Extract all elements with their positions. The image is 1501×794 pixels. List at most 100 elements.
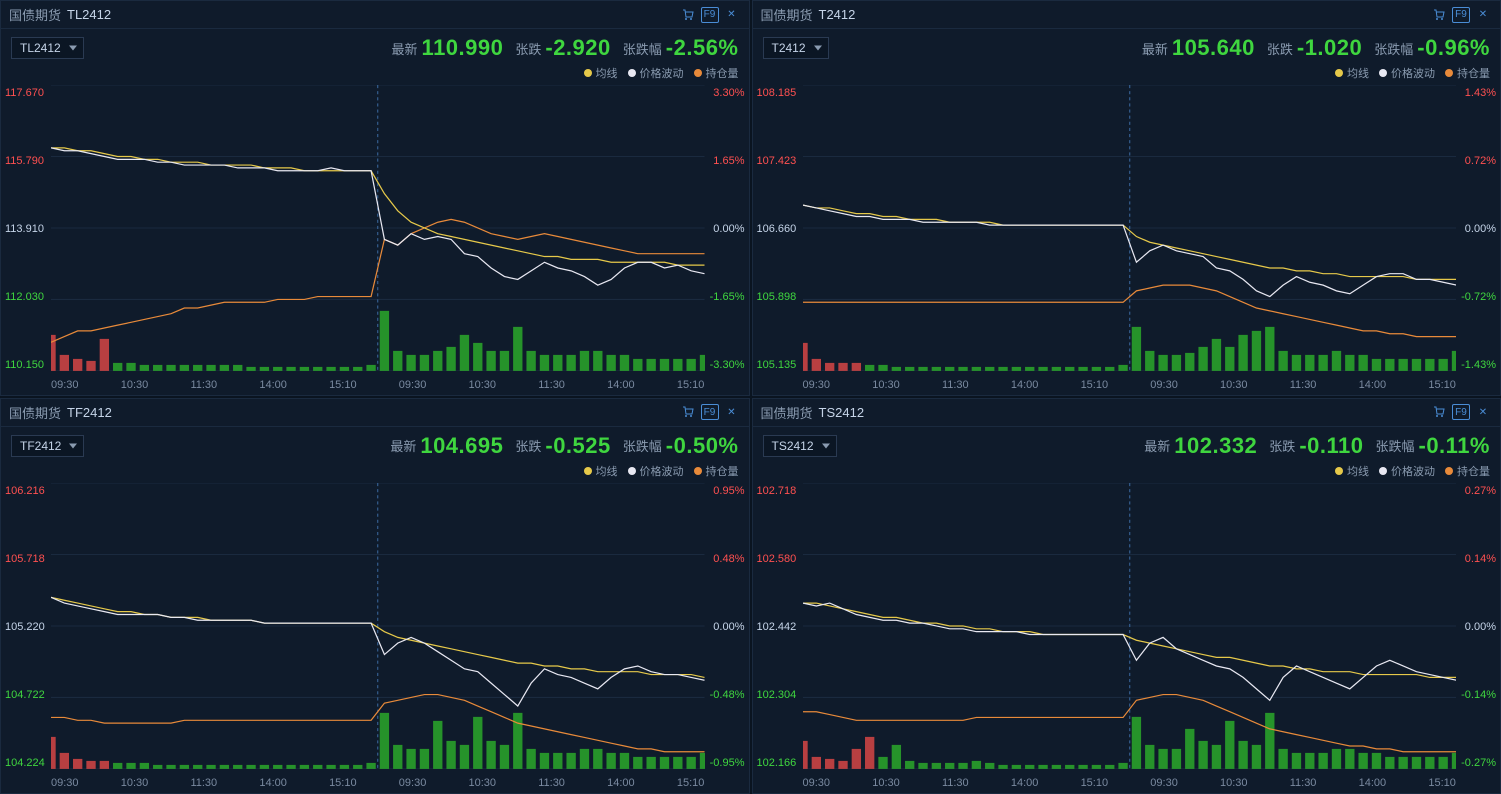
y-left-tick: 102.304 (757, 689, 801, 701)
shopping-icon[interactable] (679, 7, 697, 23)
y-left-tick: 104.224 (5, 757, 49, 769)
panel-header: 国债期货 TL2412 F9 ✕ (1, 1, 749, 29)
y-right-tick: -0.72% (1458, 291, 1496, 303)
close-icon[interactable]: ✕ (1474, 7, 1492, 23)
legend-item: 持仓量 (1445, 463, 1490, 479)
y-left-tick: 106.660 (757, 223, 801, 235)
shopping-icon[interactable] (1430, 7, 1448, 23)
x-tick: 15:10 (329, 777, 357, 789)
legend-item: 均线 (1335, 65, 1369, 81)
x-tick: 14:00 (1011, 777, 1039, 789)
y-left-tick: 112.030 (5, 291, 49, 303)
y-axis-left: 117.670115.790113.910112.030110.150 (5, 87, 49, 371)
legend-item: 持仓量 (1445, 65, 1490, 81)
panel-category: 国债期货 (761, 403, 813, 422)
label-change: 张跌 (1269, 436, 1295, 455)
x-tick: 14:00 (259, 777, 287, 789)
info-row: T2412 最新 105.640 张跌 -1.020 张跌幅 -0.96% (753, 29, 1501, 63)
x-axis: 09:3010:3011:3014:0015:1009:3010:3011:30… (51, 379, 705, 391)
chart-area[interactable]: 108.185107.423106.660105.898105.135 1.43… (753, 85, 1501, 395)
legend-item: 价格波动 (1379, 65, 1435, 81)
value-change: -2.920 (545, 35, 610, 61)
x-tick: 14:00 (607, 777, 635, 789)
y-right-tick: -0.95% (707, 757, 745, 769)
x-axis: 09:3010:3011:3014:0015:1009:3010:3011:30… (51, 777, 705, 789)
shopping-icon[interactable] (679, 404, 697, 420)
contract-dropdown[interactable]: T2412 (763, 37, 829, 59)
value-latest: 105.640 (1172, 35, 1255, 61)
chart-area[interactable]: 106.216105.718105.220104.722104.224 0.95… (1, 483, 749, 793)
legend-item: 价格波动 (1379, 463, 1435, 479)
y-left-tick: 102.166 (757, 757, 801, 769)
close-icon[interactable]: ✕ (723, 404, 741, 420)
x-tick: 09:30 (1150, 777, 1178, 789)
x-tick: 14:00 (1011, 379, 1039, 391)
y-left-tick: 104.722 (5, 689, 49, 701)
contract-dropdown[interactable]: TF2412 (11, 435, 84, 457)
value-latest: 102.332 (1174, 433, 1257, 459)
close-icon[interactable]: ✕ (1474, 404, 1492, 420)
x-axis: 09:3010:3011:3014:0015:1009:3010:3011:30… (803, 777, 1457, 789)
shopping-icon[interactable] (1430, 404, 1448, 420)
y-right-tick: 0.00% (1458, 223, 1496, 235)
label-latest: 最新 (392, 39, 418, 58)
y-right-tick: 1.43% (1458, 87, 1496, 99)
x-axis: 09:3010:3011:3014:0015:1009:3010:3011:30… (803, 379, 1457, 391)
x-tick: 10:30 (872, 777, 900, 789)
panel-code: TF2412 (67, 405, 112, 420)
x-tick: 15:10 (329, 379, 357, 391)
x-tick: 10:30 (1220, 777, 1248, 789)
label-change: 张跌 (1267, 39, 1293, 58)
panel-header: 国债期货 TF2412 F9 ✕ (1, 399, 749, 427)
value-change-pct: -2.56% (666, 35, 739, 61)
y-left-tick: 108.185 (757, 87, 801, 99)
y-axis-right: 0.95%0.48%0.00%-0.48%-0.95% (707, 485, 745, 769)
panel-header: 国债期货 T2412 F9 ✕ (753, 1, 1501, 29)
f9-button[interactable]: F9 (1452, 404, 1470, 420)
y-right-tick: 0.00% (1458, 621, 1496, 633)
y-right-tick: 0.48% (707, 553, 745, 565)
x-tick: 09:30 (51, 777, 79, 789)
x-tick: 10:30 (872, 379, 900, 391)
legend-item: 持仓量 (694, 463, 739, 479)
y-right-tick: 1.65% (707, 155, 745, 167)
x-tick: 11:30 (538, 379, 565, 391)
x-tick: 09:30 (399, 379, 427, 391)
contract-dropdown[interactable]: TL2412 (11, 37, 84, 59)
x-tick: 11:30 (942, 777, 969, 789)
label-change-pct: 张跌幅 (1375, 436, 1414, 455)
value-change: -0.525 (545, 433, 610, 459)
chart-area[interactable]: 102.718102.580102.442102.304102.166 0.27… (753, 483, 1501, 793)
x-tick: 09:30 (803, 777, 831, 789)
label-latest: 最新 (1142, 39, 1168, 58)
chart-panel-TL2412: 国债期货 TL2412 F9 ✕ TL2412 最新 110.990 张跌 -2… (0, 0, 750, 396)
x-tick: 14:00 (607, 379, 635, 391)
f9-button[interactable]: F9 (701, 7, 719, 23)
label-change-pct: 张跌幅 (1374, 39, 1413, 58)
value-change: -1.020 (1297, 35, 1362, 61)
f9-button[interactable]: F9 (701, 404, 719, 420)
x-tick: 09:30 (1150, 379, 1178, 391)
legend-item: 均线 (584, 65, 618, 81)
y-left-tick: 105.718 (5, 553, 49, 565)
y-axis-left: 108.185107.423106.660105.898105.135 (757, 87, 801, 371)
panel-category: 国债期货 (9, 5, 61, 24)
contract-dropdown[interactable]: TS2412 (763, 435, 837, 457)
value-change-pct: -0.96% (1417, 35, 1490, 61)
x-tick: 10:30 (121, 777, 149, 789)
y-axis-right: 1.43%0.72%0.00%-0.72%-1.43% (1458, 87, 1496, 371)
x-tick: 11:30 (190, 379, 217, 391)
y-right-tick: 0.27% (1458, 485, 1496, 497)
y-axis-left: 102.718102.580102.442102.304102.166 (757, 485, 801, 769)
info-row: TS2412 最新 102.332 张跌 -0.110 张跌幅 -0.11% (753, 427, 1501, 461)
f9-button[interactable]: F9 (1452, 7, 1470, 23)
legend: 均线价格波动持仓量 (753, 63, 1501, 85)
legend-item: 持仓量 (694, 65, 739, 81)
y-left-tick: 117.670 (5, 87, 49, 99)
value-latest: 104.695 (420, 433, 503, 459)
chart-area[interactable]: 117.670115.790113.910112.030110.150 3.30… (1, 85, 749, 395)
panel-category: 国债期货 (761, 5, 813, 24)
y-right-tick: -0.27% (1458, 757, 1496, 769)
close-icon[interactable]: ✕ (723, 7, 741, 23)
y-axis-left: 106.216105.718105.220104.722104.224 (5, 485, 49, 769)
